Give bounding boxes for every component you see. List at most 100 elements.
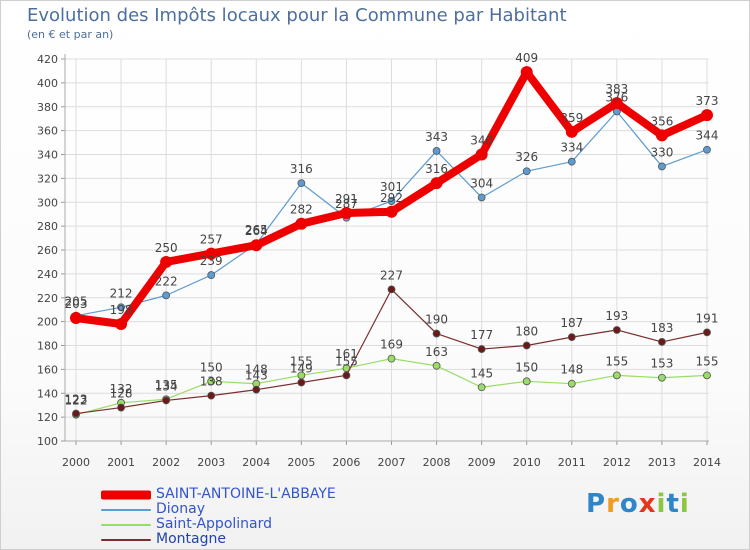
data-point xyxy=(70,312,82,325)
data-label: 123 xyxy=(65,393,88,407)
data-label: 265 xyxy=(245,223,268,237)
proxiti-logo: Proxiti xyxy=(586,489,690,519)
data-label: 134 xyxy=(155,379,178,393)
data-point xyxy=(117,303,125,312)
data-label: 334 xyxy=(560,141,583,155)
y-tick-label: 340 xyxy=(37,149,58,162)
x-tick-label: 2010 xyxy=(513,456,541,469)
legend-swatch xyxy=(101,508,151,511)
data-label: 257 xyxy=(200,233,223,247)
data-label: 128 xyxy=(110,387,133,401)
data-point xyxy=(72,409,80,418)
data-point xyxy=(385,205,398,218)
data-label: 161 xyxy=(335,347,358,361)
data-label: 359 xyxy=(560,111,583,125)
data-point xyxy=(703,328,711,337)
legend-label: Dionay xyxy=(156,501,205,517)
data-label: 239 xyxy=(200,254,223,268)
y-tick-label: 120 xyxy=(37,411,58,424)
data-point xyxy=(703,145,711,154)
x-tick-label: 2005 xyxy=(287,456,315,469)
data-label: 198 xyxy=(110,303,133,317)
data-label: 148 xyxy=(560,363,583,377)
data-point xyxy=(477,383,486,392)
data-point xyxy=(701,109,713,122)
data-point xyxy=(432,361,441,370)
y-tick-label: 280 xyxy=(37,220,58,233)
data-point xyxy=(520,66,533,79)
axes: 100 120 140 160 180 200 220 240 260 280 300 320 340 3… xyxy=(37,53,721,469)
data-label: 227 xyxy=(380,268,403,282)
data-label: 163 xyxy=(425,345,448,359)
y-tick-label: 320 xyxy=(37,172,58,185)
data-point xyxy=(565,125,578,138)
data-label: 145 xyxy=(470,366,493,380)
data-label: 343 xyxy=(425,130,448,144)
data-point xyxy=(250,239,263,252)
legend-label: SAINT-ANTOINE-L'ABBAYE xyxy=(156,486,336,502)
x-tick-label: 2003 xyxy=(197,456,225,469)
data-label: 153 xyxy=(650,357,673,371)
data-point xyxy=(522,167,531,176)
data-point xyxy=(658,162,666,171)
y-tick-label: 360 xyxy=(37,125,58,138)
data-label: 155 xyxy=(605,354,628,368)
y-tick-label: 260 xyxy=(37,244,58,257)
data-point xyxy=(252,385,261,394)
data-point xyxy=(610,97,623,110)
data-point xyxy=(387,285,396,294)
data-point xyxy=(117,403,125,412)
data-point xyxy=(658,373,666,382)
data-label: 301 xyxy=(380,180,403,194)
legend-swatch xyxy=(101,538,151,541)
data-point xyxy=(475,148,488,161)
data-label: 187 xyxy=(560,316,583,330)
data-label: 222 xyxy=(155,274,178,288)
data-point xyxy=(205,247,218,260)
data-label: 373 xyxy=(696,94,719,108)
data-point xyxy=(703,371,711,380)
data-label: 291 xyxy=(335,192,358,206)
data-point xyxy=(612,371,621,380)
y-tick-label: 220 xyxy=(37,292,58,305)
data-point xyxy=(522,341,531,350)
logo-letter: i xyxy=(679,489,690,519)
data-label: 148 xyxy=(245,363,268,377)
data-label: 340 xyxy=(470,134,493,148)
logo-letter: r xyxy=(606,489,620,519)
legend-label: Saint-Appolinard xyxy=(156,516,273,532)
logo-letter: i xyxy=(656,489,667,519)
data-point xyxy=(160,255,173,268)
data-label: 282 xyxy=(290,203,313,217)
x-tick-label: 2007 xyxy=(378,456,406,469)
data-point xyxy=(567,157,576,166)
data-point xyxy=(432,329,441,338)
data-label: 356 xyxy=(650,114,673,128)
data-label: 205 xyxy=(65,295,88,309)
data-point xyxy=(387,197,396,205)
data-point xyxy=(297,179,306,188)
x-tick-label: 2013 xyxy=(648,456,676,469)
x-tick-label: 2009 xyxy=(468,456,496,469)
data-label: 177 xyxy=(470,328,493,342)
data-label: 122 xyxy=(65,394,88,408)
logo-letter: P xyxy=(586,489,607,519)
data-label: 212 xyxy=(110,286,133,300)
x-tick-label: 2006 xyxy=(332,456,360,469)
data-point xyxy=(340,206,353,219)
data-point xyxy=(567,333,576,342)
data-point xyxy=(477,193,486,202)
data-label: 135 xyxy=(155,378,178,392)
y-tick-label: 180 xyxy=(37,340,58,353)
chart-subtitle: (en € et par an) xyxy=(27,28,114,41)
logo-letter: x xyxy=(638,489,657,519)
data-label: 149 xyxy=(290,362,313,376)
x-tick-label: 2002 xyxy=(152,456,180,469)
data-label: 383 xyxy=(605,82,628,96)
x-tick-label: 2011 xyxy=(558,456,586,469)
data-label: 132 xyxy=(110,382,133,396)
data-label: 292 xyxy=(380,191,403,205)
data-label: 316 xyxy=(425,162,448,176)
y-tick-label: 300 xyxy=(37,196,58,209)
